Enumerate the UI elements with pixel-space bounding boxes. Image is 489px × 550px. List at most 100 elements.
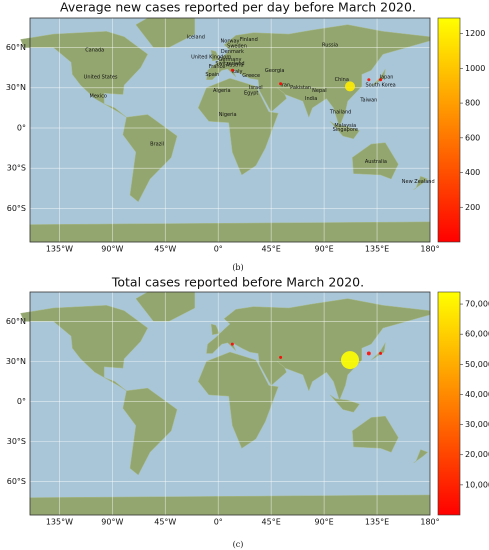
- colorbar-tick-label: 1200: [465, 29, 485, 38]
- country-label: Malaysia: [334, 123, 356, 129]
- case-bubble: [367, 78, 371, 82]
- landmass: [413, 175, 429, 190]
- landmass: [206, 298, 431, 401]
- country-label: Japan: [378, 75, 393, 81]
- landmass: [413, 449, 429, 464]
- case-bubble: [341, 351, 359, 370]
- country-label: Taiwan: [359, 97, 377, 103]
- landmass: [352, 415, 399, 453]
- country-label: Australia: [365, 159, 387, 165]
- country-label: New Zealand: [402, 179, 435, 185]
- case-bubble: [379, 351, 383, 355]
- landmass: [352, 142, 399, 180]
- country-label: Norway: [221, 38, 240, 44]
- colorbar-tick-label: 50,000: [465, 360, 489, 369]
- x-tick-label: 135°E: [365, 245, 389, 254]
- country-label: Spain: [205, 72, 219, 78]
- case-bubble: [230, 68, 234, 72]
- country-label: France: [209, 64, 226, 70]
- y-tick-label: 60°S: [7, 204, 26, 213]
- colorbar-tick-label: 800: [465, 99, 480, 108]
- x-tick-label: 0°: [214, 518, 223, 527]
- country-label: United Kingdom: [191, 54, 231, 60]
- case-bubble: [366, 351, 371, 356]
- x-tick-label: 0°: [214, 245, 223, 254]
- x-tick-label: 90°W: [101, 518, 123, 527]
- panel-caption: (b): [232, 263, 243, 272]
- country-label: India: [305, 96, 317, 102]
- country-label: Greece: [242, 73, 260, 79]
- country-label: Singapore: [333, 127, 358, 133]
- country-label: Nigeria: [219, 112, 237, 118]
- map-frame: [29, 291, 431, 516]
- panel-title: Average new cases reported per day befor…: [60, 0, 416, 15]
- panel-caption: (c): [233, 540, 244, 549]
- landmass: [122, 114, 178, 203]
- colorbar-tick-label: 200: [465, 203, 480, 212]
- colorbar: [437, 17, 461, 243]
- country-label: Switzerland: [215, 61, 244, 67]
- x-tick-label: 45°W: [154, 245, 176, 254]
- country-label: Denmark: [221, 49, 244, 55]
- country-label: South Korea: [365, 83, 395, 89]
- colorbar-tick-label: 10,000: [465, 480, 489, 489]
- country-label: Germany: [219, 57, 242, 63]
- x-tick-label: 45°W: [154, 518, 176, 527]
- x-tick-label: 180°: [420, 518, 439, 527]
- country-label: Algeria: [213, 88, 231, 94]
- country-label: Mexico: [90, 93, 107, 99]
- landmass: [20, 31, 148, 118]
- colorbar-tick-label: 20,000: [465, 450, 489, 459]
- colorbar-tick-label: 70,000: [465, 300, 489, 309]
- colorbar-tick-label: 60,000: [465, 330, 489, 339]
- country-label: Nepal: [312, 88, 326, 94]
- y-tick-label: 60°N: [6, 43, 26, 52]
- country-label: China: [335, 77, 349, 83]
- landmass: [29, 494, 431, 516]
- country-label: Canada: [85, 48, 104, 54]
- country-label: Italy: [232, 69, 243, 75]
- x-tick-label: 45°E: [262, 245, 281, 254]
- country-label: Sweden: [227, 44, 247, 50]
- country-label: Finland: [240, 37, 258, 43]
- x-tick-label: 90°E: [315, 245, 334, 254]
- country-label: Iran: [280, 83, 290, 89]
- country-label: Egypt: [244, 91, 258, 97]
- map: [20, 291, 431, 516]
- y-tick-label: 60°S: [7, 477, 26, 486]
- country-label: Pakistan: [290, 85, 311, 91]
- y-tick-label: 0°: [17, 397, 26, 406]
- country-label: Austria: [226, 62, 244, 68]
- landmass: [29, 221, 431, 243]
- landmass: [210, 323, 220, 336]
- landmass: [20, 305, 148, 392]
- map-frame: [29, 17, 431, 243]
- country-label: Thailand: [329, 109, 351, 115]
- country-label: Israel: [249, 85, 263, 91]
- y-tick-label: 30°N: [6, 83, 26, 92]
- landmass: [370, 68, 386, 87]
- panel-title: Total cases reported before March 2020.: [111, 275, 364, 290]
- landmass: [122, 387, 178, 476]
- colorbar-tick-label: 40,000: [465, 390, 489, 399]
- country-label: Georgia: [265, 68, 285, 74]
- x-tick-label: 90°E: [315, 518, 334, 527]
- colorbar-tick-label: 400: [465, 168, 480, 177]
- colorbar-tick-label: 600: [465, 133, 480, 142]
- y-tick-label: 30°S: [7, 164, 26, 173]
- colorbar-tick-label: 30,000: [465, 420, 489, 429]
- country-label: Iceland: [187, 34, 205, 40]
- x-tick-label: 90°W: [101, 245, 123, 254]
- landmass: [371, 342, 386, 361]
- colorbar-tick-label: 1000: [465, 64, 485, 73]
- country-label: United States: [84, 75, 118, 81]
- x-tick-label: 180°: [420, 245, 439, 254]
- y-tick-label: 30°N: [6, 357, 26, 366]
- x-tick-label: 135°W: [46, 518, 73, 527]
- country-label: Brazil: [150, 142, 164, 148]
- landmass: [210, 49, 220, 62]
- country-label: Russia: [322, 42, 338, 48]
- colorbar: [437, 291, 461, 516]
- case-bubble: [379, 78, 383, 82]
